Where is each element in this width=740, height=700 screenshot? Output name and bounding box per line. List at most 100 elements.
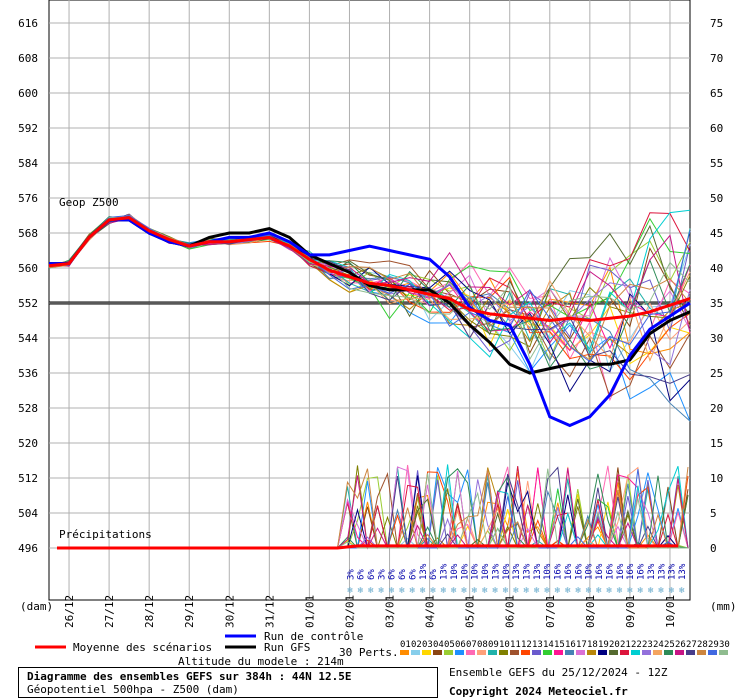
- x-tick-label: 28/12: [143, 595, 156, 628]
- y-right-tick: 70: [710, 52, 723, 65]
- snow-icon: ❄: [409, 586, 415, 596]
- x-tick-label: 27/12: [103, 595, 116, 628]
- probability-label: 10%: [502, 563, 512, 580]
- y-right-unit: (mm): [710, 600, 737, 613]
- x-tick-label: 06/01: [504, 595, 517, 628]
- y-right-tick: 45: [710, 227, 723, 240]
- snow-icon: ❄: [441, 586, 447, 596]
- y-left-tick: 568: [18, 227, 38, 240]
- probability-label: 13%: [533, 563, 543, 580]
- y-right-tick: 50: [710, 192, 723, 205]
- pert-swatch: [477, 650, 486, 655]
- pert-number: 03: [422, 640, 433, 650]
- legend-perts-label: 30 Perts.: [339, 646, 399, 659]
- probability-label: 13%: [657, 563, 667, 580]
- main-series: [48, 216, 691, 550]
- pert-swatch: [433, 650, 442, 655]
- snow-icon: ❄: [648, 586, 654, 596]
- snow-icon: ❄: [534, 586, 540, 596]
- probability-label: 6%: [398, 569, 408, 580]
- snow-icon: ❄: [586, 586, 592, 596]
- probability-label: 13%: [440, 563, 450, 580]
- probability-label: 10%: [460, 563, 470, 580]
- pert-number: 11: [510, 640, 521, 650]
- snow-icon: ❄: [523, 586, 529, 596]
- snow-icon: ❄: [358, 586, 364, 596]
- chart-title-box: Diagramme des ensembles GEFS sur 384h : …: [18, 667, 438, 698]
- pert-number: 09: [488, 640, 499, 650]
- pert-swatch: [576, 650, 585, 655]
- x-tick-label: 04/01: [424, 595, 437, 628]
- probability-label: 13%: [647, 563, 657, 580]
- y-right-tick: 20: [710, 402, 723, 415]
- snow-icon: ❄: [658, 586, 664, 596]
- snow-icon: ❄: [596, 586, 602, 596]
- probability-label: 16%: [616, 563, 626, 580]
- probability-label: 10%: [450, 563, 460, 580]
- pert-swatch: [708, 650, 717, 655]
- snow-icon: ❄: [461, 586, 467, 596]
- chart-title: Diagramme des ensembles GEFS sur 384h : …: [27, 670, 352, 683]
- y-right-tick: 10: [710, 472, 723, 485]
- x-tick-label: 08/01: [584, 595, 597, 628]
- pert-swatch: [422, 650, 431, 655]
- geop-label: Geop Z500: [59, 196, 119, 209]
- snow-icon: ❄: [544, 586, 550, 596]
- pert-swatch: [598, 650, 607, 655]
- y-left-tick: 504: [18, 507, 38, 520]
- pert-swatch: [697, 650, 706, 655]
- y-left-tick: 608: [18, 52, 38, 65]
- snow-icon: ❄: [399, 586, 405, 596]
- y-left-tick: 600: [18, 87, 38, 100]
- pert-number: 07: [466, 640, 477, 650]
- probability-label: 16%: [595, 563, 605, 580]
- y-right-tick: 25: [710, 367, 723, 380]
- chart-subtitle: Géopotentiel 500hpa - Z500 (dam): [27, 683, 239, 696]
- legend-mean-label: Moyenne des scénarios: [73, 641, 212, 654]
- probability-label: 16%: [626, 563, 636, 580]
- y-left-tick: 576: [18, 192, 38, 205]
- pert-swatch: [620, 650, 629, 655]
- probability-label: 16%: [637, 563, 647, 580]
- y-left-tick: 552: [18, 297, 38, 310]
- series-line: [48, 216, 691, 323]
- x-tick-label: 09/01: [624, 595, 637, 628]
- y-left-tick: 536: [18, 367, 38, 380]
- snow-icon: ❄: [472, 586, 478, 596]
- y-left-tick: 512: [18, 472, 38, 485]
- x-tick-label: 26/12: [63, 595, 76, 628]
- snow-icon: ❄: [482, 586, 488, 596]
- y-right-tick: 30: [710, 332, 723, 345]
- y-right-tick: 0: [710, 542, 717, 555]
- pert-swatch: [444, 650, 453, 655]
- y-right-tick: 60: [710, 122, 723, 135]
- pert-number: 13: [532, 640, 543, 650]
- y-right-tick: 55: [710, 157, 723, 170]
- pert-number: 17: [576, 640, 587, 650]
- pert-number: 05: [444, 640, 455, 650]
- pert-number: 08: [477, 640, 488, 650]
- snow-icon: ❄: [347, 586, 353, 596]
- pert-swatch: [543, 650, 552, 655]
- y-left-tick: 544: [18, 332, 38, 345]
- pert-swatch: [631, 650, 640, 655]
- pert-swatch: [642, 650, 651, 655]
- probability-label: 10%: [585, 563, 595, 580]
- x-tick-label: 01/01: [303, 595, 316, 628]
- snow-icon: ❄: [389, 586, 395, 596]
- snow-icon: ❄: [679, 586, 685, 596]
- x-tick-label: 29/12: [183, 595, 196, 628]
- pert-swatch: [554, 650, 563, 655]
- copyright: Copyright 2024 Meteociel.fr: [449, 685, 628, 698]
- probability-label: 13%: [678, 563, 688, 580]
- pert-number: 14: [543, 640, 554, 650]
- pert-number: 26: [675, 640, 686, 650]
- snow-icon: ❄: [513, 586, 519, 596]
- y-left-tick: 528: [18, 402, 38, 415]
- y-left-tick: 584: [18, 157, 38, 170]
- snow-icon: ❄: [492, 586, 498, 596]
- snow-icon: ❄: [378, 586, 384, 596]
- probability-label: 16%: [564, 563, 574, 580]
- pert-swatch: [411, 650, 420, 655]
- y-left-tick: 560: [18, 262, 38, 275]
